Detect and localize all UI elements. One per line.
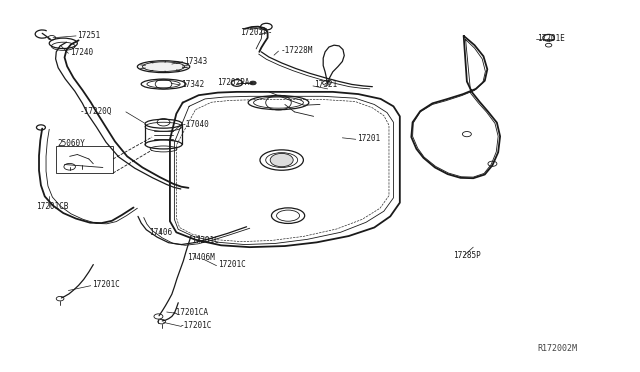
Text: 25060Y: 25060Y — [57, 139, 84, 148]
Text: 17201C: 17201C — [92, 280, 120, 289]
Text: -17040: -17040 — [182, 120, 210, 129]
Text: 17251: 17251 — [77, 31, 100, 40]
Text: R172002M: R172002M — [537, 344, 577, 353]
Text: 17406M: 17406M — [187, 253, 215, 262]
Text: -17228M: -17228M — [280, 46, 313, 55]
Text: -17201C: -17201C — [180, 321, 212, 330]
Text: 17201E: 17201E — [537, 34, 565, 43]
Text: 17342: 17342 — [180, 80, 204, 89]
Text: 17343: 17343 — [184, 57, 207, 65]
Text: 17201: 17201 — [357, 134, 380, 143]
Text: 17285P: 17285P — [453, 251, 481, 260]
Text: 17202PA-: 17202PA- — [216, 78, 253, 87]
Text: 17202P-: 17202P- — [240, 28, 273, 38]
Text: -17220Q: -17220Q — [80, 108, 112, 116]
Bar — [56, 146, 113, 173]
Text: -17201CA: -17201CA — [172, 308, 209, 317]
Text: 17240: 17240 — [70, 48, 93, 57]
Circle shape — [270, 153, 293, 167]
Circle shape — [250, 81, 256, 85]
Ellipse shape — [138, 61, 189, 73]
Text: 17201C: 17201C — [218, 260, 246, 269]
Text: 17201CB: 17201CB — [36, 202, 68, 211]
Text: 17201C: 17201C — [191, 236, 219, 246]
Text: 17406: 17406 — [149, 228, 172, 237]
Text: 17321: 17321 — [314, 80, 337, 89]
